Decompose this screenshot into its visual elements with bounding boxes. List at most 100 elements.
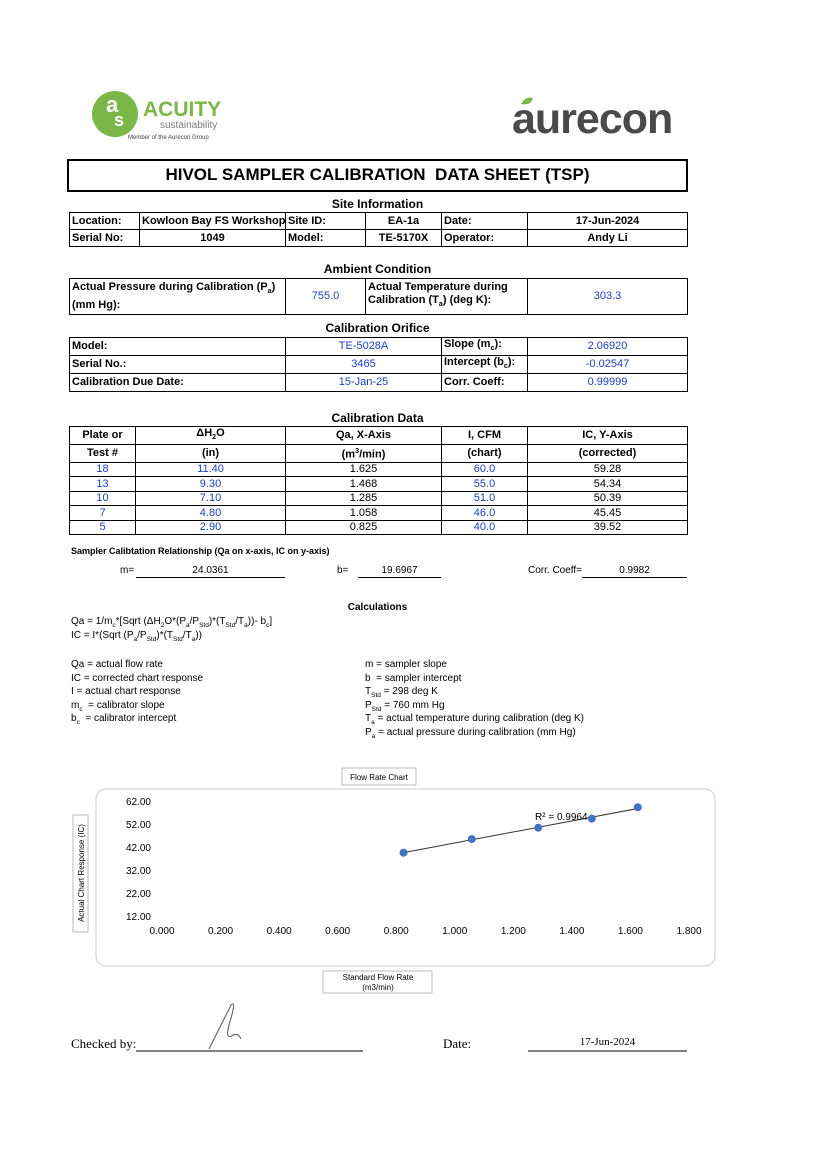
- subscript: Std: [146, 636, 157, 643]
- table-cell: Date:: [441, 212, 528, 230]
- text-part: )*(T: [208, 616, 226, 627]
- table-cell: EA-1a: [365, 212, 442, 230]
- text-part: = calibrator intercept: [79, 713, 177, 725]
- text-part: Qa = 1/m: [71, 616, 113, 627]
- definition: Ta = actual temperature during calibrati…: [365, 713, 584, 726]
- site-info-table: Location: Kowloon Bay FS Workshop Site ID:…: [69, 212, 688, 247]
- text-part: O: [216, 427, 225, 439]
- text-part: ) (deg K):: [442, 294, 492, 307]
- text-part: /P: [137, 630, 147, 641]
- table-cell: -0.02547: [527, 355, 688, 375]
- table-cell: 1049: [139, 229, 286, 247]
- brand-tagline: sustainability: [160, 120, 218, 131]
- text-part: P: [365, 699, 372, 711]
- table-row: Location: Kowloon Bay FS Workshop Site ID:…: [69, 212, 688, 230]
- table-cell: Intercept (bc):: [441, 355, 528, 375]
- table-cell: TE-5028A: [285, 336, 442, 357]
- text-part: Slope (m: [444, 338, 491, 350]
- table-row: 10 7.10 1.285 51.0 50.39: [69, 490, 688, 507]
- chart-frame: [95, 788, 716, 967]
- text-part: = calibrator slope: [82, 699, 165, 711]
- subscript: a: [133, 636, 138, 643]
- date-label: Date:: [443, 1036, 472, 1051]
- subscript: Std: [199, 622, 209, 629]
- definition: Qa = actual flow rate: [71, 659, 163, 670]
- subscript: c: [79, 705, 83, 713]
- table-row: Plate or ΔH2O Qa, X-Axis I, CFM IC, Y-Axis: [69, 425, 688, 446]
- text-part: m: [71, 699, 80, 711]
- table-cell: 303.3: [527, 278, 688, 315]
- chart-title: Flow Rate Chart: [350, 773, 409, 782]
- table-row: Calibration Due Date: 15-Jan-25 Corr. Coef…: [69, 373, 688, 393]
- subscript: c: [490, 344, 495, 353]
- ambient-table: Actual Pressure during Calibration (Pa) …: [69, 278, 688, 315]
- definition: Pa = actual pressure during calibration …: [365, 727, 576, 740]
- formula: Qa = 1/mc*[Sqrt (ΔH2O*(Pa/PStd)*(TStd/Ta…: [71, 616, 272, 629]
- table-cell: Location:: [69, 212, 140, 230]
- subscript: Std: [371, 705, 382, 713]
- text-part: IC = corrected chart response: [71, 672, 204, 684]
- table-cell: Test #: [69, 444, 136, 463]
- text-part: IC = I*(Sqrt (P: [71, 630, 134, 641]
- subscript: c: [503, 362, 508, 371]
- text-part: ]: [269, 616, 273, 627]
- text-part: Intercept (b: [444, 356, 504, 369]
- section-heading: Ambient Condition: [323, 262, 432, 276]
- table-cell: Actual Pressure during Calibration (Pa) …: [69, 278, 286, 315]
- table-cell: 3465: [285, 355, 442, 375]
- definition: bc = calibrator intercept: [71, 713, 176, 726]
- supscript: 3: [355, 447, 360, 456]
- text-part: ΔH: [196, 427, 213, 439]
- table-cell: Model:: [285, 229, 366, 247]
- text-part: T: [365, 686, 372, 698]
- subscript: Std: [225, 622, 236, 629]
- table-row: Actual Pressure during Calibration (Pa) …: [69, 278, 688, 315]
- subscript: a: [191, 636, 196, 643]
- relationship-heading: Sampler Calibtation Relationship (Qa on …: [71, 546, 330, 556]
- table-row: 7 4.80 1.058 46.0 45.45: [69, 505, 688, 521]
- y-tick-label: 32.00: [126, 866, 151, 877]
- table-cell: 5: [69, 519, 136, 536]
- aurecon-leaf: [521, 97, 533, 105]
- trendline: [403, 807, 638, 854]
- table-cell: 4.80: [135, 505, 286, 521]
- x-tick-label: 1.000: [442, 926, 467, 937]
- table-cell: Operator:: [441, 229, 528, 247]
- table-cell: Plate or: [69, 425, 136, 446]
- text-part: = actual pressure during calibration (mm…: [375, 727, 576, 738]
- text-part: ) (mm Hg):: [72, 281, 276, 311]
- table-cell: Kowloon Bay FS Workshop: [139, 212, 286, 230]
- text-part: = 760 mm Hg: [381, 699, 445, 711]
- text-part: *[Sqrt (ΔH: [115, 616, 161, 627]
- table-cell: I, CFM: [441, 425, 528, 446]
- relationship-label: b=: [337, 565, 349, 576]
- definition: TStd = 298 deg K: [365, 686, 438, 699]
- table-row: 5 2.90 0.825 40.0 39.52: [69, 519, 688, 536]
- subscript: Std: [371, 692, 381, 700]
- y-tick-label: 12.00: [126, 912, 151, 923]
- definition: b = sampler intercept: [365, 673, 461, 684]
- partner-logo: aurecon: [512, 95, 673, 143]
- table-cell: Andy Li: [527, 229, 688, 247]
- table-cell: 1.468: [285, 476, 442, 492]
- relationship-value: 24.0361: [136, 565, 285, 578]
- subscript: a: [185, 622, 190, 629]
- table-cell: 39.52: [527, 519, 688, 536]
- table-cell: 15-Jan-25: [285, 373, 442, 393]
- relationship-label: Corr. Coeff=: [528, 565, 583, 576]
- subscript: a: [371, 719, 375, 727]
- text-part: )*(T: [156, 630, 174, 641]
- table-cell: 51.0: [441, 490, 528, 507]
- table-cell: 50.39: [527, 490, 688, 507]
- text-part: (m: [341, 448, 356, 461]
- table-cell: 0.825: [285, 519, 442, 536]
- calculations-heading: Calculations: [347, 602, 408, 613]
- y-tick-label: 52.00: [126, 820, 151, 831]
- table-cell: 60.0: [441, 461, 528, 478]
- x-tick-label: 1.400: [559, 926, 584, 937]
- table-cell: Model:: [69, 336, 286, 357]
- table-cell: Calibration Due Date:: [69, 373, 286, 393]
- chart-title-box: [341, 767, 417, 786]
- text-part: Corr. Coeff:: [444, 376, 505, 389]
